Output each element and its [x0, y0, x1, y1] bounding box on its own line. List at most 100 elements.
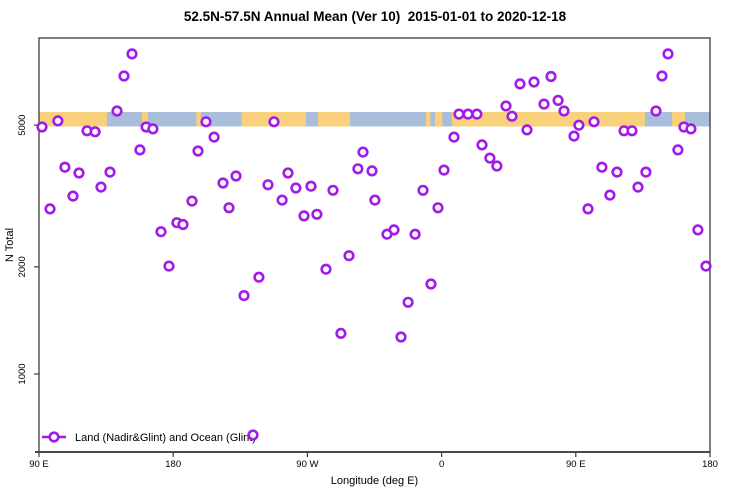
data-point — [335, 327, 347, 340]
x-tick-label: 180 — [702, 459, 718, 470]
data-point — [343, 250, 355, 262]
data-point — [290, 182, 302, 194]
band-segment-land — [425, 112, 431, 127]
data-point — [588, 116, 600, 128]
data-point — [366, 165, 378, 177]
land-ocean-band — [39, 112, 710, 127]
data-point — [484, 152, 496, 164]
y-tick-label: 2000 — [17, 256, 28, 277]
data-point — [558, 105, 570, 117]
data-point — [44, 203, 56, 215]
data-point — [432, 202, 444, 214]
chart-title: 52.5N-57.5N Annual Mean (Ver 10) 2015-01… — [183, 9, 567, 24]
data-point — [650, 105, 662, 117]
data-point — [521, 124, 533, 136]
data-point — [186, 195, 198, 207]
data-point — [147, 123, 159, 135]
data-point — [672, 144, 684, 156]
plot-box — [38, 37, 711, 453]
data-point — [95, 181, 107, 193]
data-point — [217, 177, 229, 189]
data-point — [582, 203, 594, 215]
data-point — [230, 170, 242, 182]
data-point — [568, 130, 580, 142]
x-axis: 90 E 180 90 W 0 90 E 180 — [29, 452, 718, 470]
data-point — [163, 260, 175, 272]
data-point — [685, 123, 697, 135]
data-point — [177, 218, 189, 231]
data-point — [417, 184, 429, 196]
data-point — [208, 131, 220, 143]
data-point — [104, 166, 116, 178]
data-point — [352, 163, 364, 175]
band-segment-land — [318, 112, 351, 127]
data-point — [89, 126, 101, 138]
data-point — [305, 180, 317, 192]
data-point — [282, 167, 294, 179]
data-point — [596, 161, 608, 173]
data-point — [692, 224, 704, 236]
x-axis-title: Longitude (deg E) — [331, 475, 418, 487]
data-point — [276, 194, 288, 206]
data-point — [320, 263, 332, 275]
data-point — [52, 115, 64, 127]
data-point — [298, 210, 310, 222]
data-point — [640, 166, 652, 178]
data-point — [552, 94, 564, 106]
data-point — [500, 100, 512, 112]
data-point — [409, 228, 421, 240]
data-point — [471, 108, 483, 120]
data-point — [476, 139, 488, 151]
data-point — [223, 202, 235, 214]
data-point — [327, 184, 339, 196]
data-point — [656, 70, 668, 82]
data-point — [538, 98, 550, 110]
data-point — [402, 296, 414, 308]
data-point — [200, 116, 212, 128]
data-point — [126, 48, 138, 60]
y-tick-label: 1000 — [17, 363, 28, 384]
data-point — [369, 194, 381, 206]
data-point — [491, 160, 503, 172]
data-point — [73, 167, 85, 179]
data-point — [253, 271, 265, 283]
data-point — [67, 190, 79, 202]
band-segment-land — [196, 112, 201, 127]
data-point — [262, 179, 274, 191]
data-point — [381, 228, 393, 240]
data-point — [506, 110, 518, 122]
data-point — [134, 144, 146, 156]
x-tick-label: 180 — [165, 459, 181, 470]
data-point — [662, 48, 674, 60]
legend-label: Land (Nadir&Glint) and Ocean (Glint) — [75, 432, 256, 444]
data-point — [462, 108, 474, 120]
data-point — [438, 164, 450, 176]
x-tick-label: 90 E — [566, 459, 586, 470]
data-points — [36, 48, 712, 441]
data-point — [36, 121, 48, 133]
data-point — [268, 116, 280, 128]
band-segment-land — [434, 112, 443, 127]
data-point — [700, 260, 712, 272]
data-point — [626, 125, 638, 137]
data-point — [311, 208, 323, 220]
data-point — [611, 166, 623, 178]
x-tick-label: 90 E — [29, 459, 49, 470]
band-segment-ocean — [106, 112, 242, 127]
band-segment-land — [141, 112, 148, 127]
data-point — [395, 331, 407, 343]
data-point — [192, 145, 204, 157]
data-point — [59, 161, 71, 173]
y-axis: 1000 2000 5000 — [17, 115, 39, 385]
y-tick-label: 5000 — [17, 115, 28, 136]
data-point — [632, 181, 644, 193]
data-point — [118, 70, 130, 82]
y-axis-title: N Total — [4, 228, 16, 262]
legend-circle-icon — [48, 431, 60, 443]
data-point — [528, 76, 540, 88]
data-point — [238, 290, 250, 302]
data-point — [111, 105, 123, 117]
data-point — [247, 429, 259, 441]
